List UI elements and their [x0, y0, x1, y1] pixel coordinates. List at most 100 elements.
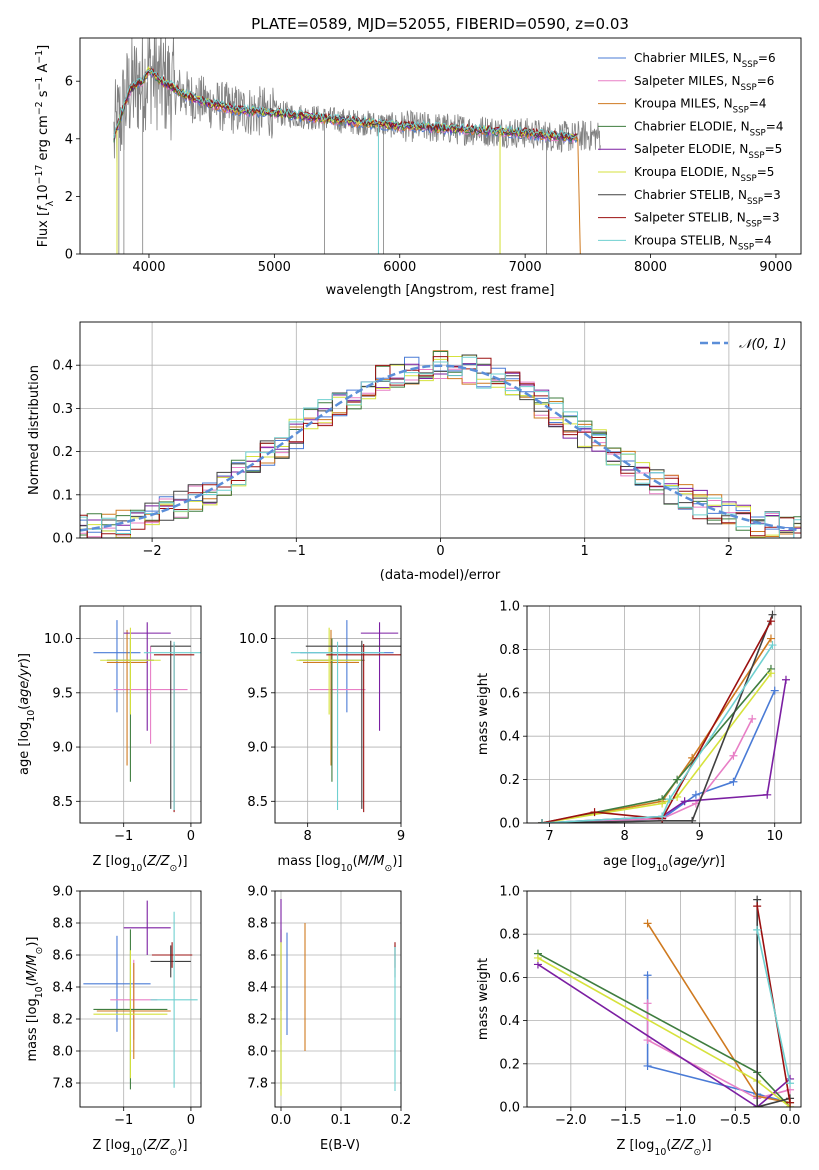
tick-label-x: 8: [620, 829, 628, 844]
axes-frame: [79, 605, 202, 824]
label-part: (: [25, 981, 40, 986]
label-part: Salpeter STELIB, N: [634, 211, 746, 225]
weight-line: [541, 620, 772, 823]
label-part: 10: [130, 1147, 142, 1158]
label-part: SSP: [733, 106, 749, 116]
tick-label-x: 0: [436, 544, 444, 559]
label-part: λ: [45, 200, 56, 206]
label-part: ⊙: [384, 863, 392, 874]
axes-frame: [274, 605, 402, 824]
weight-marker: [643, 1036, 652, 1045]
tick-label-y: 0.2: [499, 773, 520, 788]
label-part: Chabrier ELODIE, N: [634, 119, 750, 133]
label-part: SSP: [741, 83, 757, 93]
label-part: =3: [763, 188, 781, 202]
plot-area-mass_vs_EBV: [280, 899, 396, 1096]
tick-label-y: 8.6: [52, 949, 73, 964]
legend-entry: Chabrier ELODIE, NSSP=4: [634, 119, 783, 138]
weight-marker: [688, 816, 697, 823]
label-part: 10: [130, 863, 142, 874]
tick-label-x: 0.2: [391, 1113, 412, 1128]
tick-label-y: 8.6: [247, 949, 268, 964]
tick-label-y: 8.2: [247, 1013, 268, 1028]
tick-label-x: 5000: [258, 260, 291, 275]
label-part: =5: [757, 165, 775, 179]
weight-marker: [643, 999, 652, 1008]
tick-label-y: 0: [65, 248, 73, 263]
label-part: Kroupa ELODIE, N: [634, 165, 741, 179]
label-part: ]: [36, 45, 51, 50]
label-part: Salpeter MILES, N: [634, 74, 741, 88]
tick-label-x: 4000: [132, 260, 165, 275]
label-part: mass [log: [25, 998, 40, 1061]
tick-label-x: −1: [114, 829, 133, 844]
label-part: )]: [715, 854, 725, 869]
tick-label-x: 0.0: [780, 1113, 801, 1128]
label-part: )]: [17, 653, 32, 663]
label-part: ⊙: [170, 1147, 178, 1158]
tick-label-x: 1: [581, 544, 589, 559]
label-part: 10: [26, 710, 37, 722]
histogram: [80, 356, 801, 538]
label-part: −17: [34, 165, 45, 185]
tick-label-x: 2: [725, 544, 733, 559]
tick-label-y: 9.0: [247, 741, 268, 756]
tick-label-x: 10: [766, 829, 783, 844]
weight-marker: [766, 669, 775, 678]
label-part: Chabrier STELIB, N: [634, 188, 747, 202]
label-part: Kroupa STELIB, N: [634, 233, 738, 247]
weight-marker: [590, 808, 599, 817]
label-part: (: [666, 1138, 671, 1153]
label-part: ⊙: [34, 947, 45, 955]
y-axis-label: mass weight: [476, 958, 491, 1040]
label-part: s: [36, 90, 51, 101]
tick-label-x: 9: [696, 829, 704, 844]
model-drop: [577, 138, 581, 254]
histogram: [80, 351, 801, 536]
tick-label-y: 0.2: [499, 1057, 520, 1072]
panel-age_vs_mass: 8 9 8.5 9.0 9.5 10.0 mass [log10(M/M⊙)]: [239, 605, 405, 874]
weight-marker: [786, 1079, 795, 1088]
y-axis-label: age [log10(age/yr)]: [17, 653, 37, 775]
x-axis-label: age [log10(age/yr)]: [603, 854, 725, 874]
figure-title: PLATE=0589, MJD=52055, FIBERID=0590, z=0…: [251, 15, 629, 33]
label-part: =4: [754, 233, 772, 247]
axes-frame: [79, 37, 802, 255]
tick-label-y: 8.4: [247, 981, 268, 996]
legend-entry: Chabrier STELIB, NSSP=3: [634, 188, 781, 207]
label-part: (: [17, 705, 32, 710]
tick-label-x: −1: [114, 1113, 133, 1128]
legend-entry: Salpeter ELODIE, NSSP=5: [634, 142, 782, 161]
tick-label-y: 9.0: [247, 885, 268, 900]
weight-line: [756, 899, 791, 1107]
label-part: M/M: [25, 955, 40, 982]
label-part: SSP: [747, 197, 763, 207]
tick-label-y: 8.8: [247, 917, 268, 932]
weight-line: [541, 614, 774, 823]
tick-label-x: −0.5: [719, 1113, 751, 1128]
tick-label-y: 0.4: [499, 1014, 520, 1029]
panel-residuals: −2 −1 0 1 2 0.0 0.1 0.2 0.3 0.4 (data-model)/error…: [27, 321, 802, 583]
label-part: )]: [177, 854, 187, 869]
label-part: Z/Z: [146, 1138, 170, 1153]
tick-label-y: 7.8: [52, 1077, 73, 1092]
y-axis-label: mass [log10(M/M⊙)]: [25, 937, 45, 1062]
weight-marker: [763, 790, 772, 799]
tick-label-x: 0.1: [331, 1113, 352, 1128]
weight-marker: [643, 1061, 652, 1070]
tick-label-y: 0.2: [52, 445, 73, 460]
tick-label-y: 0.0: [52, 532, 73, 547]
label-part: age/yr: [17, 661, 32, 704]
plot-area-mass_weight_vs_age: [538, 610, 790, 823]
weight-marker: [768, 610, 777, 619]
y-axis-label: Flux [fλ10−17 erg cm−2 s−1 A−1]: [34, 45, 56, 247]
tick-label-y: 1.0: [499, 885, 520, 900]
tick-label-y: 0.6: [499, 686, 520, 701]
label-part: Chabrier MILES, N: [634, 51, 742, 65]
label-part: SSP: [741, 174, 757, 184]
panel-mass_weight_vs_Z: −2.0 −1.5 −1.0 −0.5 0.0 0.0 0.2 0.4 0.6 0.8 1.0 Z […: [476, 885, 802, 1158]
tick-label-y: 10.0: [44, 632, 73, 647]
legend-entry: Kroupa MILES, NSSP=4: [634, 97, 767, 116]
